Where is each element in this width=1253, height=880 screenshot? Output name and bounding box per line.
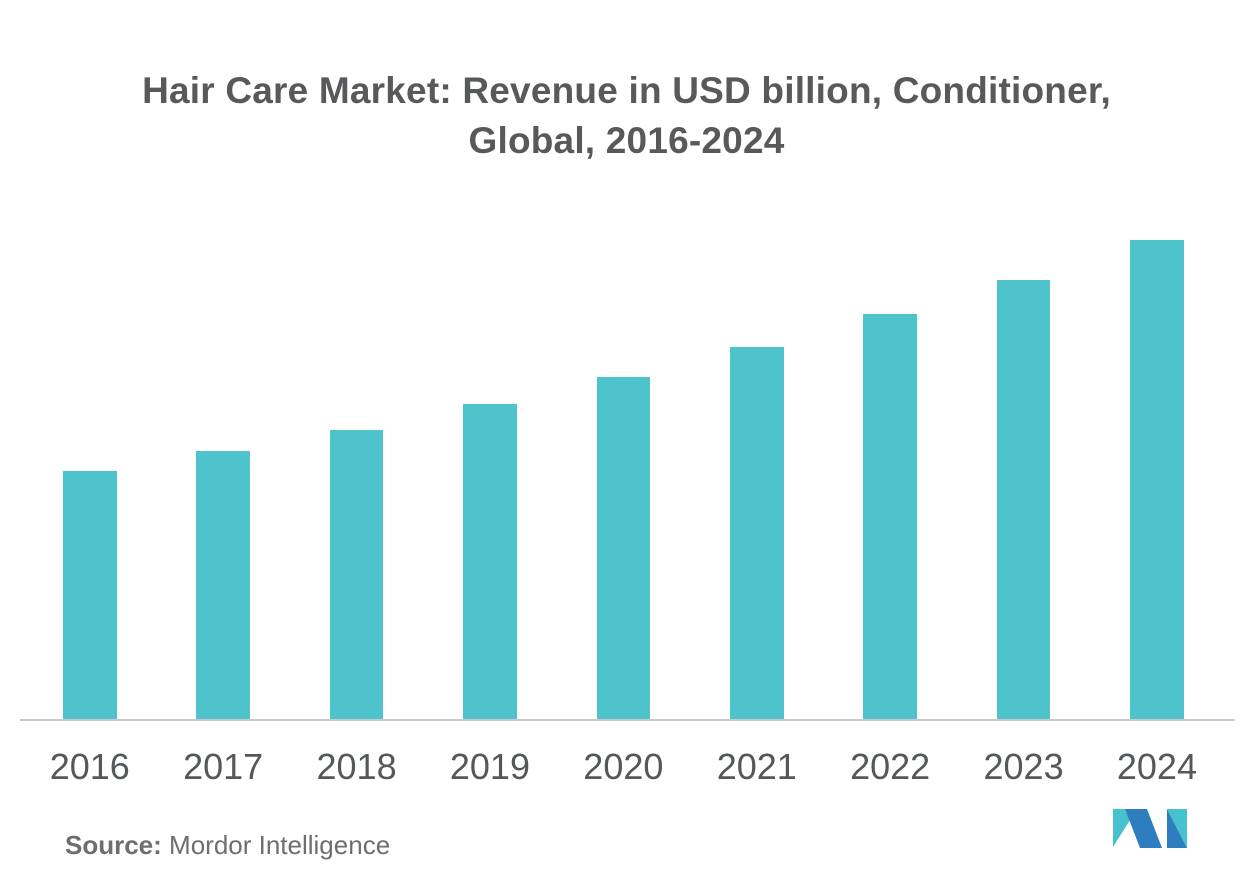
chart-title-line-2: Global, 2016-2024 — [468, 120, 785, 161]
bar-2020 — [596, 376, 651, 720]
bar-2022 — [863, 313, 917, 720]
x-tick-2016: 2016 — [49, 746, 130, 787]
x-tick-2019: 2019 — [449, 746, 530, 787]
chart-title: Hair Care Market: Revenue in USD billion… — [0, 66, 1253, 166]
logo-right-blue-triangle — [1167, 809, 1187, 848]
bar-2023 — [996, 279, 1051, 720]
x-tick-2017: 2017 — [183, 746, 264, 787]
source-name: Mordor Intelligence — [161, 830, 391, 860]
x-tick-2023: 2023 — [983, 746, 1064, 787]
chart-title-line-1: Hair Care Market: Revenue in USD billion… — [142, 70, 1111, 111]
bar-2017 — [196, 451, 250, 720]
logo-diagonal-blue-band — [1125, 809, 1162, 848]
x-tick-2022: 2022 — [850, 746, 931, 787]
x-tick-2020: 2020 — [583, 746, 664, 787]
x-tick-2024: 2024 — [1116, 746, 1197, 787]
bar-2019 — [463, 404, 517, 720]
x-tick-2018: 2018 — [316, 746, 397, 787]
bar-2016 — [63, 470, 117, 720]
source-label: Source: — [65, 830, 162, 860]
source-attribution: Source: Mordor Intelligence — [65, 830, 390, 860]
bar-2021 — [730, 347, 784, 720]
x-tick-2021: 2021 — [716, 746, 797, 787]
x-axis-line — [20, 719, 1235, 721]
bar-2018 — [329, 430, 384, 720]
bar-2024 — [1130, 240, 1184, 720]
mordor-intelligence-logo — [1113, 809, 1187, 848]
